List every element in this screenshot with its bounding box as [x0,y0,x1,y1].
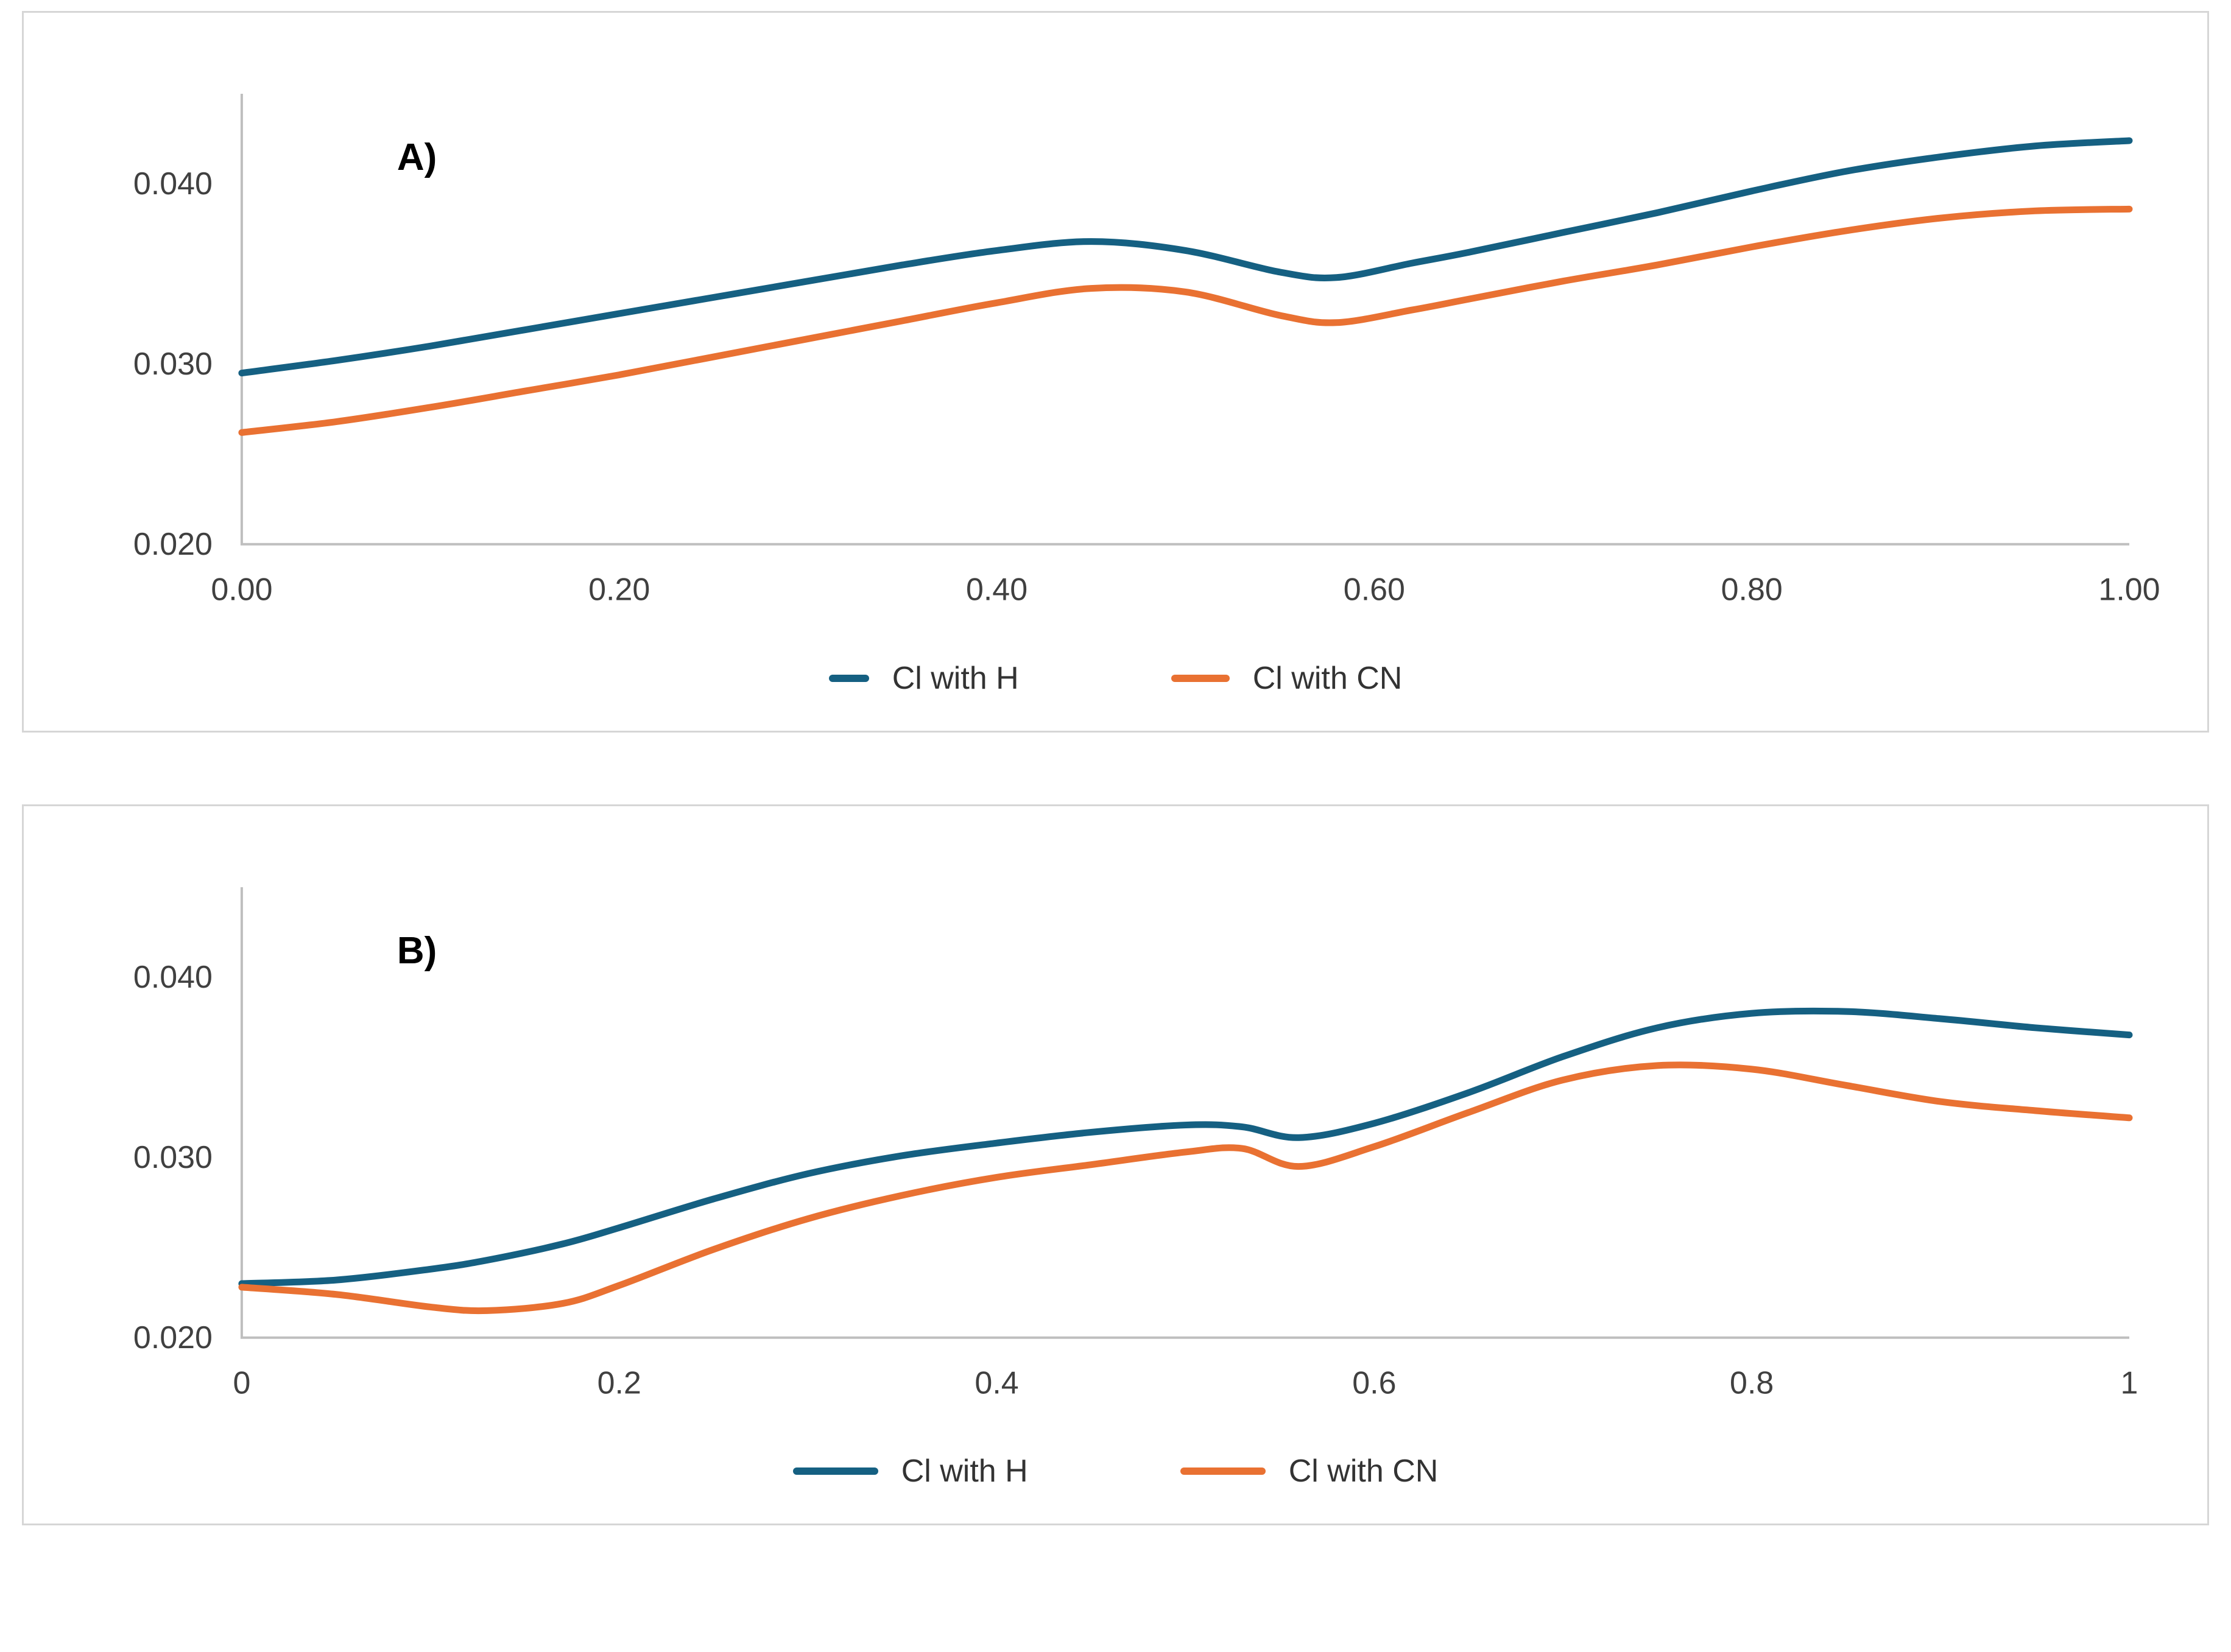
panel-a: 0.020 0.030 0.040 0.00 0.20 0.40 0.60 0.80 1.00 A… [22,11,2209,733]
legend-label-cl-with-h: Cl with H [892,660,1019,696]
legend-b: Cl with H Cl with CN [41,1453,2190,1496]
x-tick-label: 0.60 [1344,572,1405,608]
legend-label-cl-with-cn: Cl with CN [1252,660,1403,696]
series-line-cl-with-cn [238,205,2133,436]
legend-item-cl-with-cn: Cl with CN [1180,1453,1439,1489]
legend-swatch-cl-with-cn [1180,1467,1266,1475]
x-tick-label: 0.4 [975,1365,1018,1401]
y-tick-label: 0.040 [133,166,213,202]
y-tick-label: 0.020 [133,527,213,562]
panel-label: A) [397,136,437,178]
y-tick-label: 0.030 [133,1140,213,1175]
x-tick-label: 0.40 [966,572,1027,608]
legend-item-cl-with-h: Cl with H [828,660,1019,697]
legend-item-cl-with-h: Cl with H [792,1453,1028,1489]
chart-a-canvas: 0.020 0.030 0.040 0.00 0.20 0.40 0.60 0.80 1.00 A… [133,93,2160,608]
y-tick-label: 0.030 [133,346,213,382]
figure: 0.020 0.030 0.040 0.00 0.20 0.40 0.60 0.80 1.00 A… [22,11,2209,1526]
series-line-cl-with-h [238,137,2133,377]
legend-swatch-cl-with-cn [1171,674,1230,682]
x-tick-label: 0.80 [1721,572,1783,608]
x-tick-label: 1.00 [2098,572,2160,608]
x-tick-label: 0.6 [1352,1365,1396,1401]
chart-b-canvas: 0.020 0.030 0.040 0 0.2 0.4 0.6 0.8 1 B) [133,887,2138,1401]
series-line-cl-with-h [238,1007,2133,1287]
legend-swatch-cl-with-h [828,674,869,682]
series-line-cl-with-cn [238,1061,2133,1314]
y-tick-label: 0.040 [133,960,213,995]
x-tick-label: 0.00 [211,572,272,608]
panel-b: 0.020 0.030 0.040 0 0.2 0.4 0.6 0.8 1 B) Cl with … [22,804,2209,1526]
panel-label: B) [397,930,437,972]
x-tick-label: 0 [233,1365,250,1401]
legend-item-cl-with-cn: Cl with CN [1171,660,1403,697]
x-tick-label: 1 [2121,1365,2138,1401]
y-tick-label: 0.020 [133,1320,213,1355]
x-tick-label: 0.8 [1730,1365,1774,1401]
legend-label-cl-with-h: Cl with H [901,1453,1028,1489]
axis-lines [240,887,2130,1339]
axis-lines [240,93,2130,546]
x-tick-label: 0.20 [588,572,650,608]
x-tick-label: 0.2 [597,1365,641,1401]
legend-label-cl-with-cn: Cl with CN [1288,1453,1439,1489]
legend-a: Cl with H Cl with CN [41,660,2190,703]
legend-swatch-cl-with-h [792,1467,878,1475]
